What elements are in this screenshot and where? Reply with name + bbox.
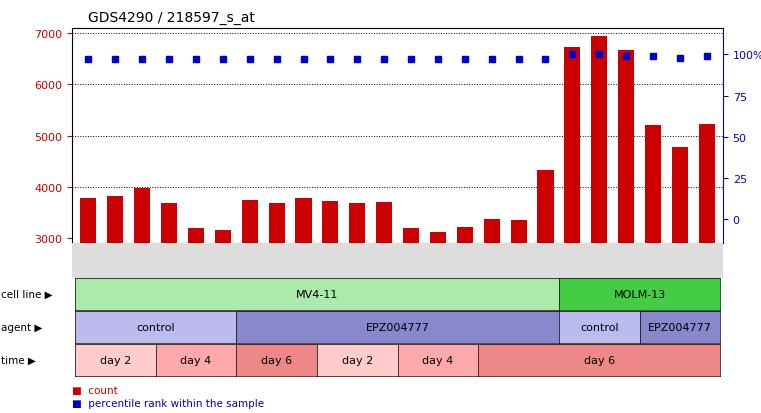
Bar <box>430 233 446 392</box>
Bar <box>645 126 661 392</box>
Text: control: control <box>136 322 175 332</box>
Bar <box>511 220 527 392</box>
Bar <box>699 125 715 392</box>
Text: day 4: day 4 <box>180 355 212 365</box>
Bar <box>323 202 339 392</box>
Text: ■  percentile rank within the sample: ■ percentile rank within the sample <box>72 398 264 408</box>
Bar <box>484 219 500 392</box>
Bar <box>457 227 473 392</box>
Bar <box>269 204 285 392</box>
Bar <box>107 197 123 392</box>
Bar <box>188 228 204 392</box>
Bar <box>215 230 231 392</box>
Text: day 6: day 6 <box>261 355 292 365</box>
Text: ■  count: ■ count <box>72 385 118 395</box>
Text: time ▶: time ▶ <box>1 355 36 365</box>
Text: day 2: day 2 <box>100 355 131 365</box>
Text: EPZ004777: EPZ004777 <box>366 322 429 332</box>
Text: control: control <box>580 322 619 332</box>
Text: MV4-11: MV4-11 <box>296 289 338 299</box>
Text: MOLM-13: MOLM-13 <box>613 289 666 299</box>
Bar <box>295 199 311 392</box>
Text: EPZ004777: EPZ004777 <box>648 322 712 332</box>
Bar <box>591 37 607 392</box>
Bar <box>565 48 581 392</box>
Bar <box>242 201 258 392</box>
Bar <box>161 204 177 392</box>
Text: cell line ▶: cell line ▶ <box>1 289 53 299</box>
Bar <box>134 188 150 392</box>
Bar <box>403 229 419 392</box>
Text: day 4: day 4 <box>422 355 454 365</box>
Text: agent ▶: agent ▶ <box>1 322 42 332</box>
Bar <box>81 199 97 392</box>
Text: GDS4290 / 218597_s_at: GDS4290 / 218597_s_at <box>88 11 254 25</box>
Bar <box>672 147 688 392</box>
Text: day 6: day 6 <box>584 355 615 365</box>
Bar <box>537 171 553 392</box>
Bar <box>376 203 392 392</box>
Text: day 2: day 2 <box>342 355 373 365</box>
Bar <box>618 50 634 392</box>
Bar <box>349 204 365 392</box>
